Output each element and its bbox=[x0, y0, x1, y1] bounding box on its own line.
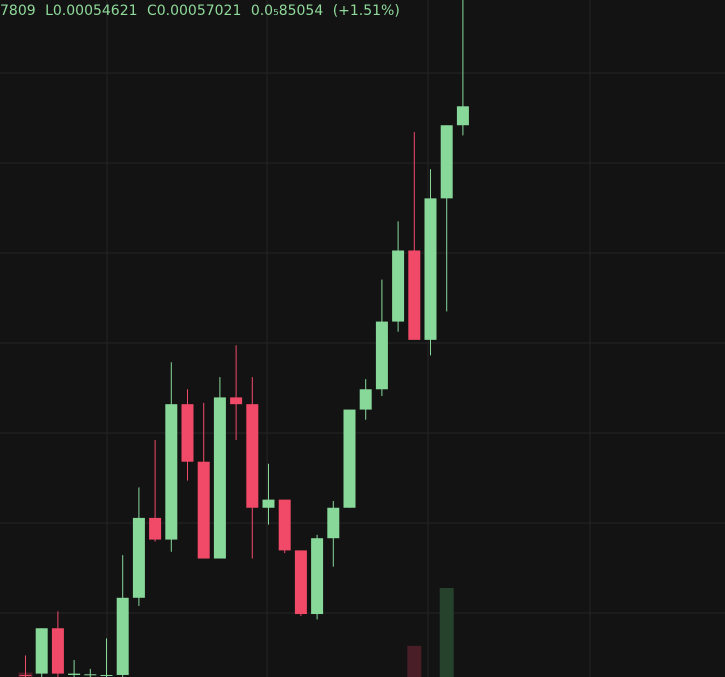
candle-body bbox=[116, 597, 129, 675]
candle-body bbox=[165, 404, 178, 540]
candles bbox=[19, 0, 469, 677]
candle[interactable] bbox=[19, 655, 32, 677]
candle[interactable] bbox=[100, 638, 113, 677]
legend-open-fragment: 7809 bbox=[0, 3, 36, 19]
candle[interactable] bbox=[294, 550, 307, 617]
candle-body bbox=[19, 674, 32, 676]
candle[interactable] bbox=[262, 463, 275, 525]
candle[interactable] bbox=[68, 660, 81, 677]
candle[interactable] bbox=[327, 500, 340, 567]
candle[interactable] bbox=[359, 379, 372, 420]
candle[interactable] bbox=[246, 377, 259, 559]
candle-body bbox=[149, 517, 162, 540]
candle-body bbox=[68, 673, 81, 675]
candle[interactable] bbox=[440, 125, 453, 312]
candle-body bbox=[132, 517, 145, 598]
candle[interactable] bbox=[181, 389, 194, 481]
candle-body bbox=[100, 674, 113, 676]
candle[interactable] bbox=[375, 279, 388, 397]
candle[interactable] bbox=[116, 555, 129, 677]
candle-body bbox=[197, 461, 210, 559]
candle[interactable] bbox=[230, 345, 243, 441]
candle[interactable] bbox=[51, 611, 64, 677]
volume-bars bbox=[18, 588, 454, 677]
candle-body bbox=[456, 106, 469, 126]
candle-body bbox=[359, 389, 372, 410]
candle[interactable] bbox=[456, 0, 469, 136]
candle-body bbox=[408, 250, 421, 340]
legend-change-abs: 0.0₅85054 bbox=[250, 3, 324, 19]
candle-body bbox=[392, 250, 405, 322]
candle-body bbox=[51, 628, 64, 674]
candle[interactable] bbox=[132, 487, 145, 606]
candle[interactable] bbox=[278, 499, 291, 554]
legend-change-pct: (+1.51%) bbox=[332, 3, 400, 19]
candle[interactable] bbox=[165, 362, 178, 552]
candle-body bbox=[278, 499, 291, 551]
candle[interactable] bbox=[343, 409, 356, 508]
candle[interactable] bbox=[311, 534, 324, 620]
candle[interactable] bbox=[149, 440, 162, 542]
candle-body bbox=[343, 409, 356, 508]
candle-body bbox=[327, 507, 340, 539]
candle[interactable] bbox=[213, 377, 226, 559]
legend-low: L0.00054621 bbox=[45, 3, 138, 19]
candle-body bbox=[262, 499, 275, 508]
candle-body bbox=[424, 198, 437, 340]
candle-body bbox=[35, 628, 48, 674]
candle[interactable] bbox=[35, 628, 48, 677]
candle[interactable] bbox=[424, 169, 437, 356]
candle-body bbox=[230, 397, 243, 405]
legend-close: C0.00057021 bbox=[146, 3, 242, 19]
candle-body bbox=[181, 404, 194, 462]
candle-body bbox=[375, 321, 388, 390]
candle-body bbox=[246, 404, 259, 508]
candle[interactable] bbox=[197, 402, 210, 559]
candle-body bbox=[213, 397, 226, 559]
candle[interactable] bbox=[408, 132, 421, 340]
ohlc-legend: 7809 L0.00054621 C0.00057021 0.0₅85054 (… bbox=[0, 3, 405, 19]
volume-bar bbox=[407, 645, 422, 677]
candle-body bbox=[440, 125, 453, 199]
candle-body bbox=[294, 550, 307, 615]
candle-body bbox=[84, 674, 97, 676]
candle[interactable] bbox=[392, 221, 405, 332]
candle-body bbox=[311, 538, 324, 615]
candle[interactable] bbox=[84, 668, 97, 677]
volume-bar bbox=[439, 588, 454, 677]
